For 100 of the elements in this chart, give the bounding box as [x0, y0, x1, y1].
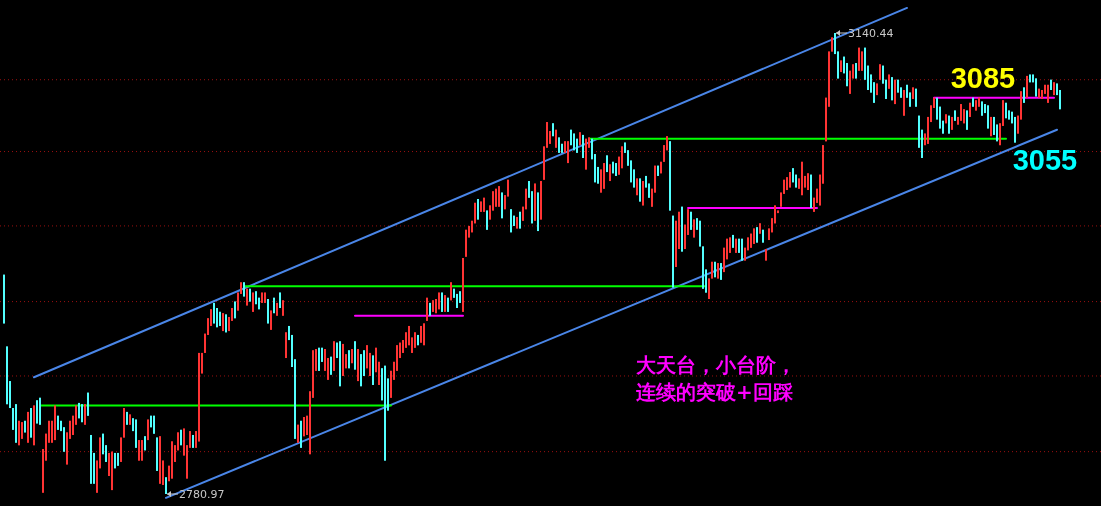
- candlestick: [510, 208, 512, 233]
- candlestick: [279, 292, 281, 309]
- candlestick: [636, 177, 638, 196]
- candlestick: [354, 340, 356, 371]
- candlestick: [3, 274, 5, 324]
- candlestick: [444, 294, 446, 313]
- candlestick: [708, 277, 710, 300]
- candlestick: [840, 59, 842, 73]
- candlestick: [423, 322, 425, 346]
- candlestick: [876, 82, 878, 96]
- candlestick: [555, 129, 557, 149]
- candlestick: [54, 404, 56, 441]
- candlestick: [516, 216, 518, 230]
- candlestick: [579, 131, 581, 146]
- candlestick: [534, 183, 536, 222]
- candlestick: [273, 297, 275, 314]
- candlestick: [606, 154, 608, 173]
- candlestick: [948, 115, 950, 135]
- candlestick: [27, 411, 29, 444]
- candlestick: [981, 100, 983, 117]
- candlestick: [450, 281, 452, 301]
- candlestick: [657, 165, 659, 177]
- candlestick: [879, 63, 881, 81]
- candlestick: [741, 238, 743, 262]
- candlestick: [264, 292, 266, 304]
- candlestick: [39, 397, 41, 426]
- candlestick: [669, 140, 671, 212]
- candlestick: [138, 439, 140, 462]
- candlestick: [420, 325, 422, 344]
- candlestick: [639, 177, 641, 203]
- candlestick: [30, 407, 32, 439]
- candlestick: [978, 97, 980, 108]
- candlestick: [15, 403, 17, 444]
- candlestick: [759, 222, 761, 235]
- candlestick: [807, 172, 809, 191]
- candlestick: [384, 365, 386, 462]
- candlestick: [78, 402, 80, 419]
- candlestick: [372, 354, 374, 386]
- candlestick: [180, 429, 182, 446]
- candlestick: [36, 399, 38, 425]
- candlestick: [1035, 77, 1037, 97]
- candlestick: [1023, 86, 1025, 104]
- candlestick: [429, 302, 431, 317]
- candlestick: [216, 307, 218, 328]
- candlestick: [519, 211, 521, 230]
- candlestick: [975, 99, 977, 112]
- candlestick: [801, 161, 803, 196]
- candlestick: [792, 167, 794, 183]
- candlestick: [351, 348, 353, 364]
- candlestick: [87, 392, 89, 417]
- candlestick: [1026, 75, 1028, 99]
- candlestick: [339, 340, 341, 387]
- candlestick: [711, 261, 713, 280]
- candlestick: [501, 191, 503, 219]
- candlestick: [717, 262, 719, 280]
- candlestick: [153, 415, 155, 435]
- candlestick: [1053, 81, 1055, 96]
- candlestick: [33, 404, 35, 446]
- candlestick: [276, 302, 278, 317]
- candlestick: [456, 293, 458, 309]
- candlestick: [714, 261, 716, 278]
- candlestick: [432, 299, 434, 313]
- candlestick: [171, 440, 173, 480]
- candlestick: [681, 206, 683, 253]
- candlestick: [693, 218, 695, 239]
- candlestick: [990, 116, 992, 137]
- candlestick: [672, 215, 674, 289]
- candlestick: [477, 198, 479, 221]
- candlestick: [192, 434, 194, 449]
- candlestick: [441, 292, 443, 313]
- candlestick: [126, 411, 128, 426]
- candlestick: [855, 62, 857, 80]
- candlestick: [255, 290, 257, 305]
- candlestick: [303, 416, 305, 437]
- candlestick: [735, 238, 737, 254]
- candlestick: [498, 185, 500, 208]
- candlestick: [426, 297, 428, 322]
- candlestick: [612, 161, 614, 174]
- candlestick: [753, 227, 755, 245]
- candlestick: [129, 413, 131, 426]
- candlestick: [615, 162, 617, 177]
- candlestick: [1047, 84, 1049, 104]
- candlestick: [576, 138, 578, 154]
- candlestick: [891, 76, 893, 101]
- candlestick: [249, 288, 251, 303]
- candlestick: [831, 36, 833, 53]
- candlestick: [540, 180, 542, 221]
- candlestick: [573, 132, 575, 151]
- candlestick: [972, 97, 974, 108]
- candlestick: [1050, 79, 1052, 91]
- candlestick: [537, 191, 539, 232]
- candlestick: [642, 180, 644, 207]
- candlestick: [285, 331, 287, 359]
- candlestick: [282, 299, 284, 317]
- candlestick: [243, 281, 245, 298]
- candlestick: [609, 163, 611, 182]
- candlestick: [120, 436, 122, 463]
- candlestick: [603, 162, 605, 190]
- candlestick: [1029, 74, 1031, 83]
- candlestick: [690, 211, 692, 231]
